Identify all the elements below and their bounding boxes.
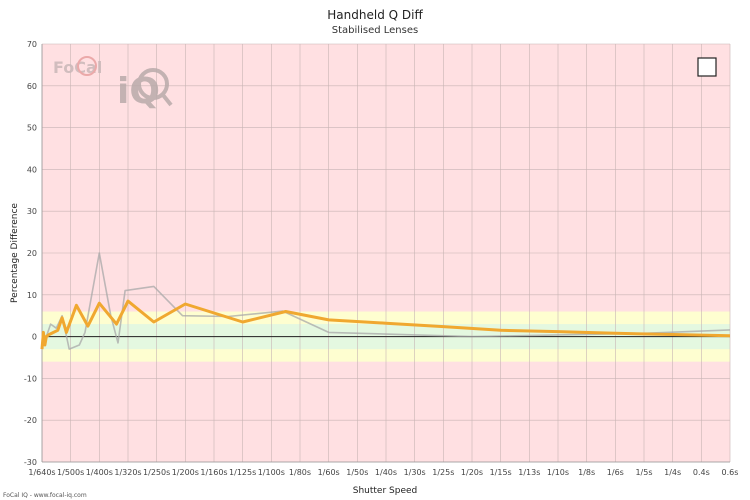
watermark-logo: FoCal iQ xyxy=(53,56,173,112)
x-tick-label: 1/160s xyxy=(200,468,227,477)
y-tick-label: 10 xyxy=(27,291,37,300)
x-tick-label: 0.4s xyxy=(693,468,710,477)
x-tick-label: 1/30s xyxy=(404,468,426,477)
x-tick-label: 0.6s xyxy=(722,468,739,477)
footer-credit: FoCal IQ - www.focal-iq.com xyxy=(3,492,87,499)
x-tick-label: 1/40s xyxy=(375,468,397,477)
x-tick-label: 1/6s xyxy=(607,468,624,477)
x-tick-label: 1/200s xyxy=(172,468,199,477)
x-tick-label: 1/80s xyxy=(289,468,311,477)
series-line-reference xyxy=(41,252,731,350)
y-tick-label: 70 xyxy=(27,40,37,49)
x-tick-label: 1/15s xyxy=(490,468,512,477)
x-tick-label: 1/250s xyxy=(143,468,170,477)
x-tick-label: 1/10s xyxy=(547,468,569,477)
x-tick-label: 1/125s xyxy=(229,468,256,477)
y-tick-label: -30 xyxy=(24,458,37,467)
x-tick-label: 1/20s xyxy=(461,468,483,477)
y-tick-label: 60 xyxy=(27,82,37,91)
x-axis-label: Shutter Speed xyxy=(353,486,418,496)
x-tick-label: 1/500s xyxy=(57,468,84,477)
y-axis-label: Percentage Difference xyxy=(10,203,20,303)
logo-mark: iQ xyxy=(117,71,160,112)
x-tick-label: 1/100s xyxy=(258,468,285,477)
x-tick-label: 1/5s xyxy=(635,468,652,477)
y-tick-label: 40 xyxy=(27,165,37,174)
x-tick-label: 1/4s xyxy=(664,468,681,477)
x-tick-label: 1/50s xyxy=(346,468,368,477)
y-tick-label: -10 xyxy=(24,374,37,383)
series-layer xyxy=(40,252,731,350)
x-tick-label: 1/13s xyxy=(518,468,540,477)
series-line-main xyxy=(40,299,731,350)
magnifier-icon xyxy=(137,68,169,100)
x-tick-label: 1/400s xyxy=(86,468,113,477)
x-tick-label: 1/60s xyxy=(318,468,340,477)
y-tick-label: 30 xyxy=(27,207,37,216)
y-tick-labels: -30 -20 -10 0 10 20 30 40 50 60 70 xyxy=(24,40,37,467)
y-tick-label: 0 xyxy=(32,333,37,342)
chart-subtitle: Stabilised Lenses xyxy=(332,25,418,36)
x-tick-label: 1/640s xyxy=(28,468,55,477)
y-tick-label: -20 xyxy=(24,416,37,425)
x-tick-labels: 1/640s 1/500s 1/400s 1/320s 1/250s 1/200s 1/16… xyxy=(28,468,738,477)
y-tick-label: 50 xyxy=(27,124,37,133)
x-tick-label: 1/25s xyxy=(432,468,454,477)
x-tick-label: 1/8s xyxy=(578,468,595,477)
chart-title: Handheld Q Diff xyxy=(327,8,423,22)
x-tick-label: 1/320s xyxy=(114,468,141,477)
logo-ring-icon xyxy=(77,56,97,76)
legend-toggle-checkbox[interactable] xyxy=(697,57,717,77)
y-tick-label: 20 xyxy=(27,249,37,258)
magnifier-handle-icon xyxy=(161,93,173,107)
